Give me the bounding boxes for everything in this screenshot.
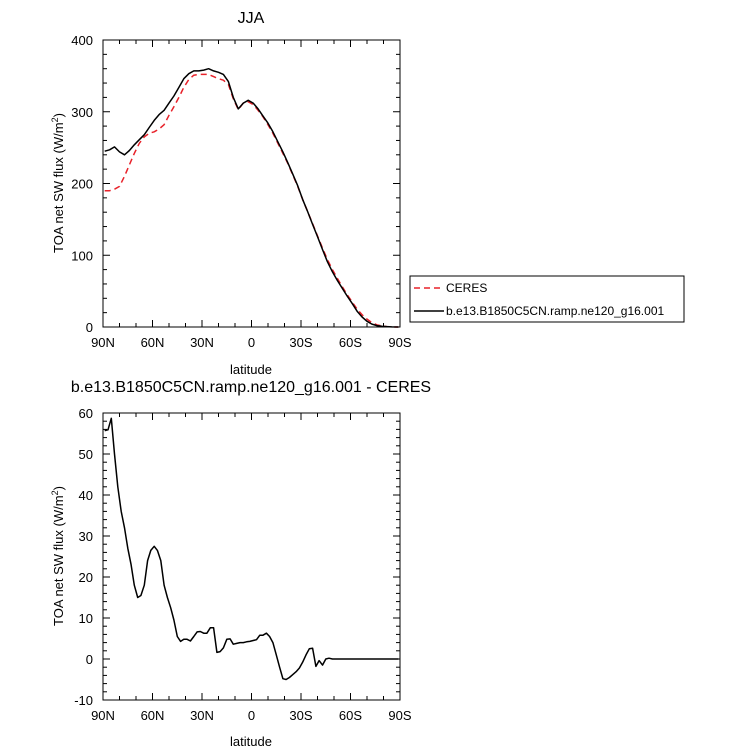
bottom-y-tick-label: 60 bbox=[79, 406, 93, 421]
bottom-y-tick-label: -10 bbox=[74, 693, 93, 708]
bottom-y-tick-label: 30 bbox=[79, 529, 93, 544]
top-x-tick-label: 30N bbox=[190, 335, 214, 350]
top-x-tick-label: 60S bbox=[339, 335, 362, 350]
top-y-tick-label: 400 bbox=[71, 33, 93, 48]
bottom-y-tick-label: 0 bbox=[86, 652, 93, 667]
bottom-y-tick-label: 10 bbox=[79, 611, 93, 626]
top-plot-frame bbox=[102, 39, 401, 328]
bottom-x-tick-label: 90S bbox=[388, 708, 411, 723]
top-series-line-1 bbox=[104, 67, 399, 328]
top-x-axis-label: latitude bbox=[230, 362, 272, 377]
top-y-tick-label: 200 bbox=[71, 177, 93, 192]
legend-box bbox=[409, 275, 685, 323]
bottom-plot-frame bbox=[102, 412, 401, 701]
bottom-y-tick-label: 20 bbox=[79, 570, 93, 585]
top-x-tick-label: 0 bbox=[248, 335, 255, 350]
bottom-y-tick-label: 50 bbox=[79, 447, 93, 462]
bottom-y-tick-label: 40 bbox=[79, 488, 93, 503]
bottom-x-tick-label: 60N bbox=[141, 708, 165, 723]
top-chart-title: JJA bbox=[238, 10, 265, 27]
bottom-x-tick-label: 30N bbox=[190, 708, 214, 723]
bottom-series-line-0 bbox=[104, 417, 399, 681]
bottom-chart-title: b.e13.B1850C5CN.ramp.ne120_g16.001 - CER… bbox=[71, 379, 431, 396]
top-x-tick-label: 60N bbox=[141, 335, 165, 350]
top-x-tick-label: 30S bbox=[289, 335, 312, 350]
bottom-x-tick-label: 30S bbox=[289, 708, 312, 723]
bottom-panel: b.e13.B1850C5CN.ramp.ne120_g16.001 - CER… bbox=[50, 379, 431, 749]
top-y-axis-label: TOA net SW flux (W/m2) bbox=[50, 113, 66, 253]
bottom-x-axis-label: latitude bbox=[230, 734, 272, 749]
bottom-x-tick-label: 0 bbox=[248, 708, 255, 723]
bottom-x-tick-label: 90N bbox=[91, 708, 115, 723]
bottom-y-axis-label: TOA net SW flux (W/m2) bbox=[50, 486, 66, 626]
top-y-tick-label: 100 bbox=[71, 248, 93, 263]
bottom-x-tick-label: 60S bbox=[339, 708, 362, 723]
legend-label-ceres: CERES bbox=[446, 281, 487, 295]
top-legend: CERES b.e13.B1850C5CN.ramp.ne120_g16.001 bbox=[409, 275, 685, 323]
top-series-line-0 bbox=[104, 73, 399, 328]
top-y-tick-label: 0 bbox=[86, 320, 93, 335]
top-y-tick-label: 300 bbox=[71, 105, 93, 120]
legend-label-model: b.e13.B1850C5CN.ramp.ne120_g16.001 bbox=[446, 304, 664, 318]
top-x-tick-label: 90N bbox=[91, 335, 115, 350]
top-panel: JJA 90N 60N 30N 0 30S 60S 90S 0 100 200 300 400 lat… bbox=[50, 10, 412, 377]
top-x-tick-label: 90S bbox=[388, 335, 411, 350]
